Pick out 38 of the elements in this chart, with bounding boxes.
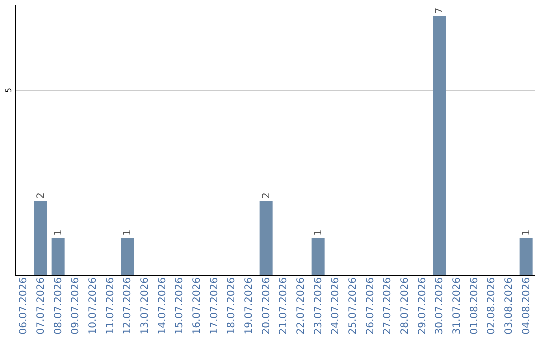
x-tick-label: 22.07.2026 <box>296 278 307 335</box>
data-label: 2 <box>36 192 47 200</box>
x-tick-label: 15.07.2026 <box>174 278 186 335</box>
data-label: 7 <box>434 8 446 14</box>
x-tick-label: 09.07.2026 <box>70 278 82 335</box>
x-tick-label: 28.07.2026 <box>400 278 411 335</box>
x-tick-label: 12.07.2026 <box>122 278 134 335</box>
x-tick-label: 04.08.2026 <box>521 278 532 335</box>
y-tick-label: 5 <box>4 88 14 94</box>
x-tick-label: 25.07.2026 <box>348 278 359 335</box>
x-tick-label: 13.07.2026 <box>140 278 151 335</box>
x-tick-label: 03.08.2026 <box>504 278 515 335</box>
x-tick-label: 26.07.2026 <box>365 278 376 335</box>
x-tick-label: 20.07.2026 <box>261 278 272 335</box>
x-tick-label: 10.07.2026 <box>88 278 99 335</box>
data-label: 1 <box>53 230 64 236</box>
x-tick-label: 23.07.2026 <box>313 278 324 335</box>
x-tick-label: 16.07.2026 <box>192 278 203 335</box>
x-tick-label: 07.07.2026 <box>36 278 47 335</box>
x-tick-label: 01.08.2026 <box>469 278 480 335</box>
x-tick-label: 24.07.2026 <box>330 278 342 335</box>
x-tick-label: 30.07.2026 <box>434 278 446 335</box>
x-tick-label: 29.07.2026 <box>417 278 428 335</box>
x-tick-label: 21.07.2026 <box>278 278 290 335</box>
x-tick-label: 06.07.2026 <box>18 278 30 335</box>
x-tick-label: 17.07.2026 <box>209 278 220 335</box>
x-tick-label: 14.07.2026 <box>157 278 168 335</box>
data-label: 1 <box>521 230 532 236</box>
data-label: 1 <box>313 230 324 236</box>
data-label: 2 <box>261 192 272 200</box>
x-tick-label: 02.08.2026 <box>486 278 498 335</box>
x-tick-label: 11.07.2026 <box>105 278 116 335</box>
x-tick-label: 18.07.2026 <box>226 278 238 335</box>
x-tick-label: 19.07.2026 <box>244 278 255 335</box>
data-label: 1 <box>122 230 134 236</box>
x-tick-label: 08.07.2026 <box>53 278 64 335</box>
x-tick-label: 31.07.2026 <box>452 278 463 335</box>
x-tick-label: 27.07.2026 <box>382 278 394 335</box>
